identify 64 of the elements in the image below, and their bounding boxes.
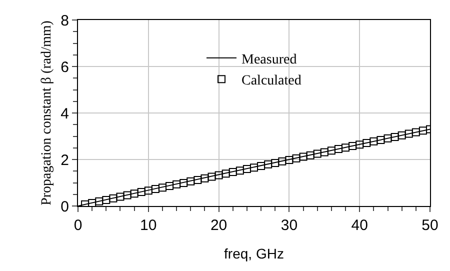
point (398, 131, 406, 140)
point (102, 196, 110, 204)
point (376, 136, 385, 144)
x-tick-label: 50 (422, 217, 438, 234)
point (109, 194, 118, 202)
point (285, 156, 294, 164)
point (362, 138, 371, 147)
point (242, 165, 251, 174)
point (123, 191, 132, 200)
point (327, 146, 336, 155)
point (144, 186, 152, 195)
point (257, 162, 266, 170)
point (180, 178, 188, 187)
y-axis-title: Propagation constant β (rad/mm) (39, 20, 54, 206)
x-tick-label: 0 (74, 217, 82, 234)
point (116, 192, 124, 201)
point (151, 185, 160, 194)
point (342, 144, 350, 152)
point (95, 197, 104, 206)
point (250, 164, 258, 172)
point (228, 168, 237, 176)
x-tick-label: 20 (210, 217, 228, 234)
point (404, 130, 413, 138)
point (264, 160, 272, 168)
point (222, 170, 230, 178)
point (166, 182, 174, 190)
x-tick-label: 10 (140, 217, 157, 234)
point (236, 166, 244, 175)
point (172, 180, 181, 188)
point (130, 190, 138, 198)
y-tick-label: 4 (60, 105, 69, 122)
point (81, 200, 90, 206)
x-tick-label: 30 (280, 217, 298, 234)
point (306, 151, 314, 160)
point (137, 188, 146, 196)
y-tick-label: 2 (60, 152, 69, 169)
point (356, 140, 364, 149)
x-axis-title: freq, GHz (224, 245, 284, 262)
point (334, 145, 342, 154)
point (299, 152, 308, 161)
point (384, 134, 392, 142)
point (278, 157, 286, 166)
point (412, 128, 420, 136)
point (194, 176, 202, 184)
point (313, 150, 322, 158)
point (158, 184, 166, 192)
point (271, 158, 280, 167)
point (214, 171, 223, 180)
point (348, 142, 357, 150)
y-tick-label: 0 (60, 198, 69, 216)
point (200, 174, 209, 182)
point (186, 177, 195, 186)
point (292, 154, 300, 162)
x-tick-label: 40 (351, 217, 368, 234)
point (88, 198, 96, 206)
legend-label: Calculated (242, 74, 302, 89)
point (390, 132, 399, 141)
point (208, 172, 216, 181)
point (418, 126, 427, 135)
point (320, 148, 328, 156)
point (370, 137, 378, 146)
legend-label: Measured (242, 52, 297, 68)
y-tick-label: 8 (60, 12, 69, 30)
y-tick-label: 6 (60, 58, 69, 76)
